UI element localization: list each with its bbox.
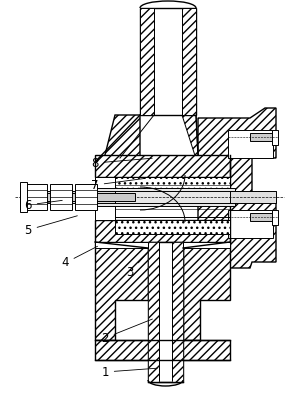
Bar bbox=[20, 182, 27, 212]
Bar bbox=[228, 210, 273, 238]
Text: 2: 2 bbox=[101, 319, 152, 344]
Bar bbox=[115, 177, 230, 191]
Bar bbox=[230, 191, 276, 203]
Polygon shape bbox=[182, 115, 198, 165]
Polygon shape bbox=[95, 155, 115, 242]
Text: 5: 5 bbox=[24, 216, 77, 236]
Bar bbox=[75, 184, 97, 210]
Bar bbox=[95, 340, 230, 360]
Bar bbox=[20, 191, 115, 203]
Bar bbox=[95, 155, 230, 177]
Bar bbox=[228, 130, 273, 158]
Polygon shape bbox=[198, 108, 276, 268]
Text: 4: 4 bbox=[61, 246, 97, 269]
Text: 3: 3 bbox=[126, 252, 148, 279]
Polygon shape bbox=[95, 115, 140, 162]
Bar bbox=[140, 8, 196, 115]
Bar bbox=[95, 220, 230, 242]
Text: 1: 1 bbox=[101, 366, 157, 379]
Bar bbox=[250, 133, 274, 141]
Text: 8: 8 bbox=[91, 156, 152, 169]
Polygon shape bbox=[95, 177, 115, 220]
Bar bbox=[115, 220, 230, 234]
Bar bbox=[140, 8, 154, 115]
Bar bbox=[182, 8, 196, 115]
Bar bbox=[20, 193, 135, 201]
Polygon shape bbox=[183, 242, 230, 340]
Bar bbox=[148, 242, 159, 382]
Text: 6: 6 bbox=[24, 199, 62, 212]
Bar bbox=[250, 213, 274, 221]
Bar bbox=[95, 188, 235, 206]
Bar bbox=[25, 184, 47, 210]
Bar bbox=[148, 242, 183, 382]
Bar bbox=[172, 242, 183, 382]
Bar bbox=[95, 177, 115, 220]
Bar bbox=[272, 130, 278, 145]
Bar bbox=[50, 184, 72, 210]
Polygon shape bbox=[183, 242, 230, 248]
Polygon shape bbox=[95, 242, 148, 340]
Text: 7: 7 bbox=[91, 178, 145, 191]
Polygon shape bbox=[95, 242, 148, 248]
Bar bbox=[272, 210, 278, 225]
